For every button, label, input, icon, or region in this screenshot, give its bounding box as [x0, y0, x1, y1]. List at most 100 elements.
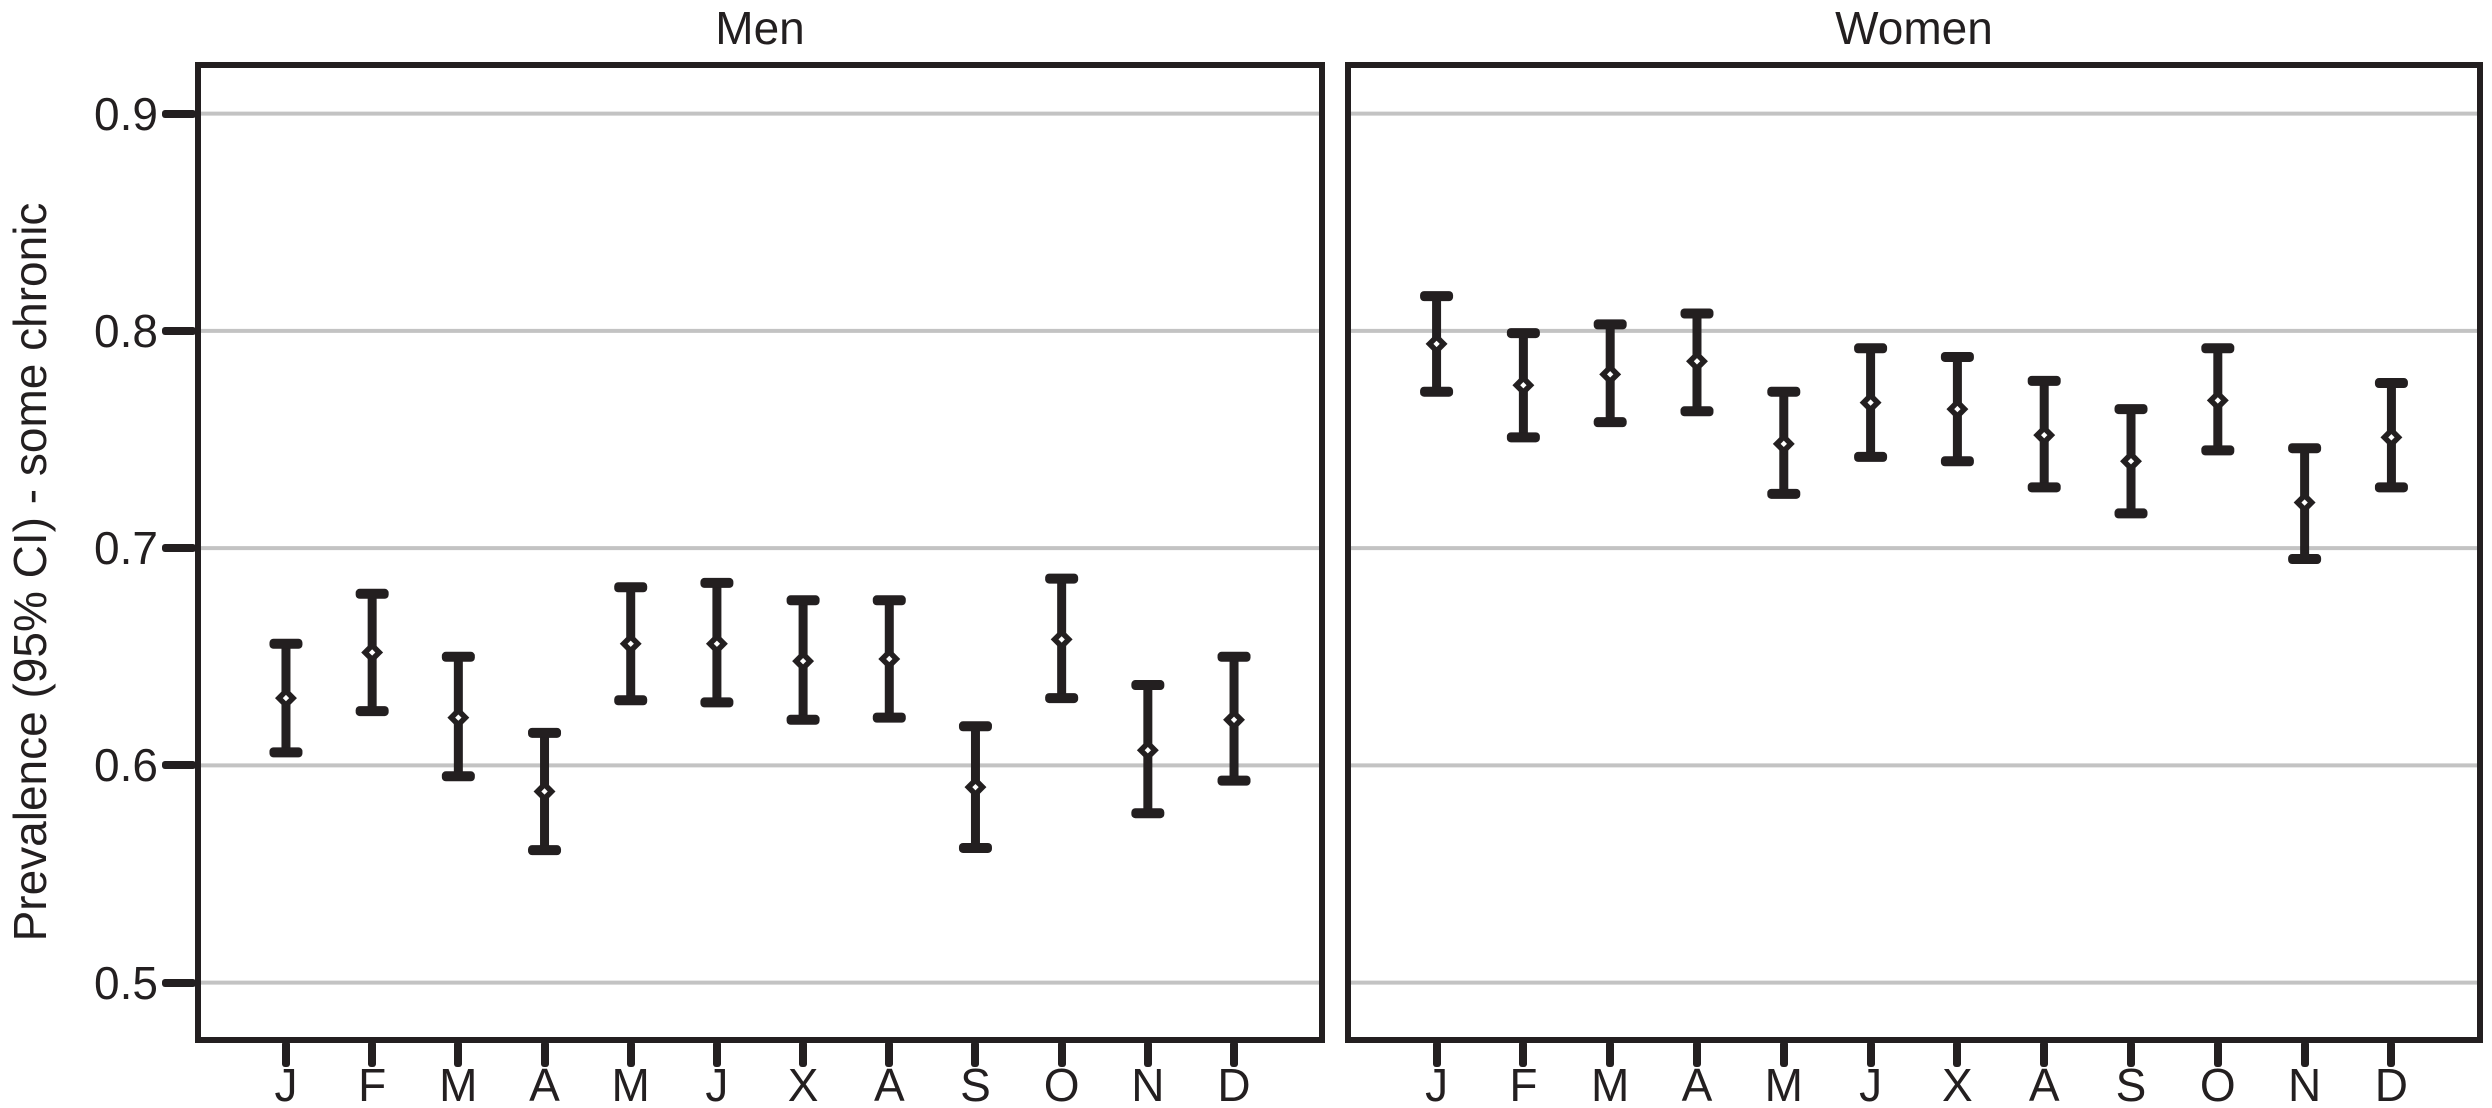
- ci-cap-top: [1131, 680, 1165, 691]
- ci-cap-top: [1940, 351, 1974, 362]
- x-tick-mark: [1692, 1041, 1701, 1067]
- ci-cap-bottom: [2374, 482, 2408, 493]
- y-tick-label: 0.8: [94, 304, 158, 357]
- x-tick-label: A: [2028, 1059, 2060, 1108]
- ci-cap-bottom: [1767, 488, 1801, 499]
- panel-women-plot: [1351, 111, 2477, 985]
- mean-marker-diamond: [1599, 363, 1622, 386]
- ci-cap-bottom: [2114, 508, 2148, 519]
- ci-cap-top: [958, 721, 992, 732]
- x-tick-mark: [281, 1041, 290, 1067]
- error-bar: [700, 577, 734, 708]
- x-tick-mark: [540, 1041, 549, 1067]
- ci-cap-top: [786, 595, 820, 606]
- error-bar: [1593, 319, 1627, 428]
- ci-cap-top: [1506, 328, 1540, 339]
- y-tick-mark: [162, 326, 196, 335]
- ci-cap-bottom: [1680, 406, 1714, 417]
- x-tick-label: M: [611, 1059, 650, 1108]
- x-tick-mark: [799, 1041, 808, 1067]
- ci-cap-top: [2114, 404, 2148, 415]
- y-tick-label: 0.9: [94, 87, 158, 140]
- mean-marker-diamond: [1859, 391, 1882, 414]
- x-tick-mark: [1953, 1041, 1962, 1067]
- panel-title-men: Men: [715, 2, 805, 54]
- mean-marker-diamond: [2206, 389, 2229, 412]
- ci-cap-top: [1854, 343, 1888, 354]
- mean-marker-diamond: [2380, 426, 2403, 449]
- x-tick-mark: [2213, 1041, 2222, 1067]
- x-tick-label: X: [787, 1059, 819, 1108]
- mean-marker-diamond: [964, 776, 987, 799]
- error-bar: [2114, 404, 2148, 519]
- panel-men: [195, 62, 1325, 1043]
- error-bar: [2027, 375, 2061, 493]
- error-bar: [2374, 378, 2408, 493]
- ci-cap-bottom: [614, 695, 648, 706]
- error-bar: [872, 595, 906, 723]
- ci-cap-top: [2201, 343, 2235, 354]
- x-tick-mark: [885, 1041, 894, 1067]
- x-tick-label: N: [1131, 1059, 1165, 1108]
- mean-marker-diamond: [1686, 350, 1708, 373]
- ci-cap-top: [1680, 308, 1714, 319]
- error-bar: [1045, 573, 1079, 704]
- ci-cap-bottom: [528, 845, 562, 856]
- error-bar: [269, 638, 303, 758]
- mean-marker-diamond: [533, 780, 556, 803]
- mean-marker-diamond: [2293, 491, 2316, 514]
- panel-women: [1345, 62, 2483, 1043]
- mean-marker-diamond: [1512, 374, 1535, 397]
- ci-cap-top: [1593, 319, 1627, 330]
- ci-cap-bottom: [1940, 456, 1974, 467]
- y-tick-label: 0.5: [94, 956, 158, 1009]
- ci-cap-bottom: [2201, 445, 2235, 456]
- ci-cap-top: [1420, 291, 1454, 302]
- ci-cap-top: [1767, 386, 1801, 397]
- y-tick-label: 0.6: [94, 739, 158, 792]
- x-tick-label: X: [1942, 1059, 1973, 1108]
- x-tick-label: F: [1509, 1059, 1538, 1108]
- x-tick-label: M: [1591, 1059, 1630, 1108]
- error-bar: [958, 721, 992, 853]
- error-bar: [1217, 651, 1251, 786]
- mean-marker-diamond: [1772, 432, 1795, 455]
- error-bar: [1131, 680, 1165, 819]
- panel-title-women: Women: [1835, 2, 1993, 54]
- mean-marker-diamond: [1223, 708, 1245, 731]
- mean-marker-diamond: [1050, 628, 1073, 651]
- panel-men-plot: [201, 111, 1319, 985]
- x-tick-mark: [1779, 1041, 1788, 1067]
- ci-cap-bottom: [1131, 808, 1165, 819]
- ci-cap-top: [269, 638, 303, 649]
- x-tick-label: A: [1681, 1059, 1713, 1108]
- ci-cap-bottom: [2027, 482, 2061, 493]
- y-tick-label: 0.7: [94, 522, 158, 575]
- mean-marker-diamond: [275, 687, 297, 710]
- x-tick-mark: [971, 1041, 980, 1067]
- x-tick-mark: [454, 1041, 463, 1067]
- y-tick-mark: [162, 761, 196, 770]
- x-tick-mark: [1519, 1041, 1528, 1067]
- error-bar: [614, 582, 648, 706]
- mean-marker-diamond: [792, 650, 815, 673]
- mean-marker-diamond: [1425, 332, 1448, 355]
- ci-cap-top: [355, 588, 389, 599]
- ci-cap-bottom: [355, 706, 389, 717]
- ci-cap-top: [528, 727, 562, 738]
- error-bar: [1940, 351, 1974, 467]
- x-tick-mark: [1230, 1041, 1239, 1067]
- x-tick-label: S: [960, 1059, 991, 1108]
- error-bar: [2201, 343, 2235, 456]
- ci-cap-bottom: [441, 771, 475, 782]
- error-bar: [1680, 308, 1714, 417]
- ci-cap-top: [700, 577, 734, 588]
- x-tick-label: D: [2374, 1059, 2409, 1108]
- y-tick-mark: [162, 978, 196, 987]
- ci-cap-top: [2374, 378, 2408, 389]
- x-tick-label: O: [1043, 1059, 1080, 1108]
- y-tick-mark: [162, 544, 196, 553]
- x-tick-mark: [626, 1041, 635, 1067]
- x-tick-mark: [2300, 1041, 2309, 1067]
